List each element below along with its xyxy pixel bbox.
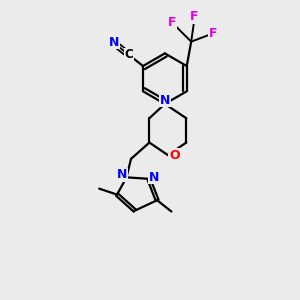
- Text: O: O: [169, 148, 180, 162]
- Text: N: N: [160, 94, 170, 107]
- Text: C: C: [124, 48, 133, 61]
- Text: F: F: [208, 27, 217, 40]
- Text: N: N: [117, 169, 127, 182]
- Text: F: F: [190, 10, 198, 23]
- Text: F: F: [168, 16, 176, 29]
- Text: N: N: [149, 171, 159, 184]
- Text: N: N: [109, 36, 120, 49]
